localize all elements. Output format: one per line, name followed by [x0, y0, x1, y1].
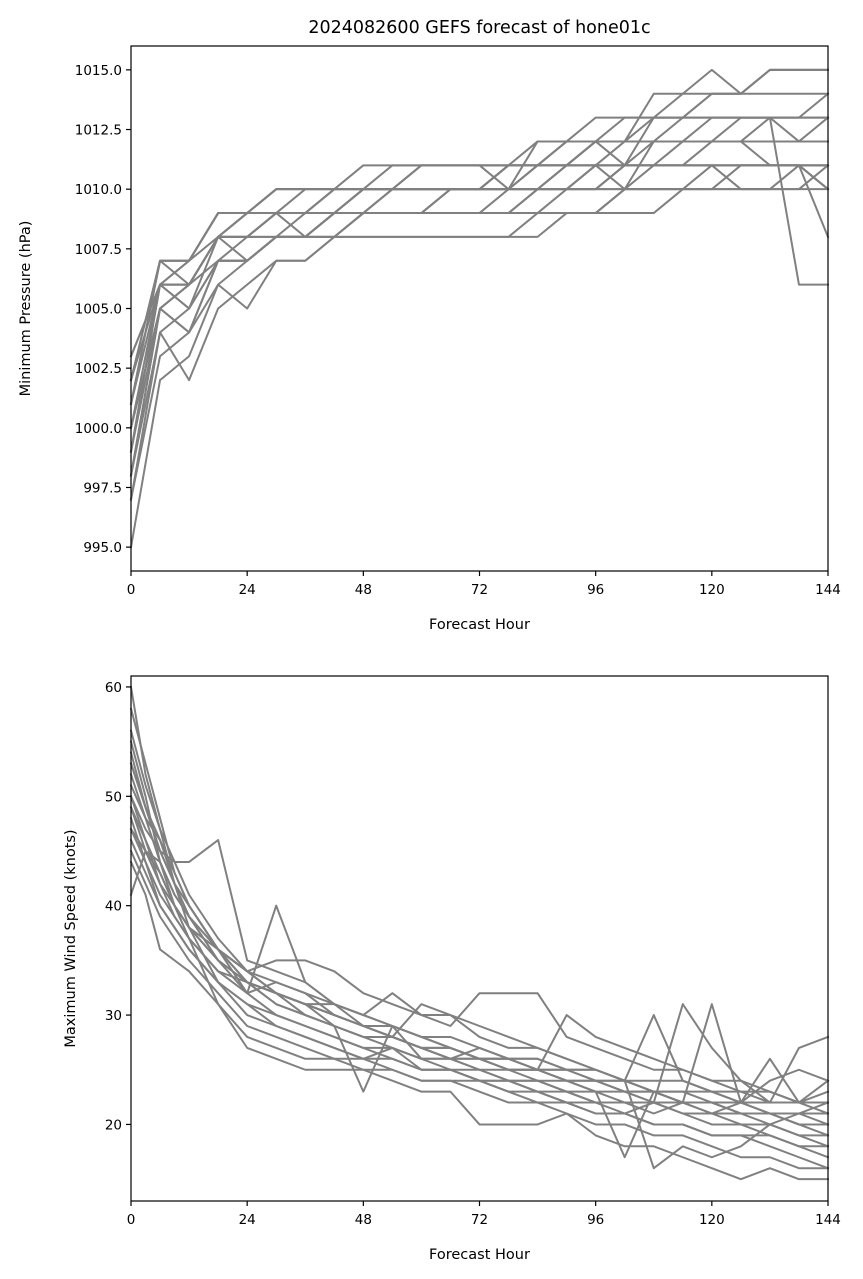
- pressure-series-line-9: [129, 92, 829, 406]
- pressure-series-line-20: [129, 116, 830, 501]
- wind-x-tick-label: 0: [127, 1212, 136, 1228]
- wind-series-line-12: [129, 850, 829, 1181]
- wind-y-tick-label: 20: [105, 1117, 122, 1133]
- pressure-y-tick-label: 1010.0: [75, 182, 122, 198]
- wind-series-line-20: [129, 762, 830, 1115]
- wind-series-line-5: [129, 795, 830, 1126]
- pressure-x-tick-label: 144: [815, 582, 841, 598]
- wind-series-line-15: [129, 751, 830, 1104]
- wind-x-tick-label: 144: [815, 1212, 841, 1228]
- pressure-series-line-18: [129, 164, 829, 453]
- pressure-y-tick-label: 1000.0: [75, 421, 122, 437]
- wind-y-tick-label: 30: [105, 1008, 122, 1024]
- pressure-y-tick-label: 1002.5: [75, 361, 122, 377]
- pressure-series-line-4: [129, 164, 829, 453]
- pressure-series-line-13: [129, 68, 829, 382]
- wind-series-line-17: [129, 729, 830, 1170]
- wind-y-tick-label: 40: [105, 899, 122, 915]
- wind-series-group: [129, 685, 830, 1181]
- wind-y-tick-label: 50: [105, 789, 122, 805]
- pressure-axes-frame: [130, 45, 829, 572]
- pressure-y-tick-label: 1007.5: [75, 242, 122, 258]
- pressure-series-line-19: [129, 116, 829, 382]
- wind-series-line-11: [129, 860, 829, 1170]
- wind-series-line-8: [129, 827, 830, 1137]
- pressure-x-tick-label: 24: [239, 582, 256, 598]
- wind-y-tick-label: 60: [105, 680, 122, 696]
- wind-panel: 0 24 48 72 96 120 144 20 30 40 50 60 Forecast Hour Ma…: [63, 675, 841, 1263]
- wind-x-tick-label: 72: [471, 1212, 488, 1228]
- pressure-series-line-14: [129, 140, 829, 430]
- wind-x-tick-label: 120: [699, 1212, 725, 1228]
- pressure-series-line-10: [129, 140, 830, 429]
- wind-series-line-1: [129, 685, 830, 1159]
- pressure-y-tick-label: 995.0: [83, 540, 122, 556]
- wind-series-line-3: [129, 762, 829, 1104]
- wind-series-line-7: [129, 816, 830, 1104]
- wind-series-line-2: [129, 740, 829, 1126]
- pressure-series-line-15: [129, 164, 830, 406]
- pressure-x-tick-label: 0: [127, 582, 136, 598]
- pressure-x-tick-label: 48: [355, 582, 372, 598]
- pressure-y-tick-label: 997.5: [83, 480, 122, 496]
- pressure-series-line-3: [129, 116, 829, 477]
- wind-x-tick-label: 96: [587, 1212, 604, 1228]
- pressure-x-tick-label: 96: [587, 582, 604, 598]
- pressure-y-axis-label: Minimum Pressure (hPa): [18, 221, 34, 397]
- pressure-x-tick-label: 120: [699, 582, 725, 598]
- wind-y-axis-label: Maximum Wind Speed (knots): [63, 829, 79, 1047]
- wind-series-line-18: [129, 794, 830, 1170]
- wind-axes-frame: [130, 675, 829, 1202]
- pressure-y-tick-label: 1012.5: [75, 123, 122, 139]
- pressure-y-tick-label: 1015.0: [75, 63, 122, 79]
- wind-x-tick-label: 48: [355, 1212, 372, 1228]
- pressure-series-line-5: [129, 68, 829, 430]
- pressure-panel: 0 24 48 72 96 120 144 995.0 997.5 1000.0 1002.5 100…: [18, 18, 841, 633]
- pressure-series-line-12: [129, 188, 829, 477]
- pressure-series-line-11: [129, 164, 829, 453]
- pressure-chart-title: 2024082600 GEFS forecast of hone01c: [308, 18, 650, 38]
- wind-x-tick-label: 24: [239, 1212, 256, 1228]
- pressure-x-tick-label: 72: [471, 582, 488, 598]
- pressure-series-line-2: [129, 163, 830, 501]
- wind-series-line-4: [129, 784, 829, 1115]
- pressure-y-tick-label: 1005.0: [75, 302, 122, 318]
- pressure-x-axis-label: Forecast Hour: [429, 617, 530, 633]
- pressure-series-group: [129, 68, 830, 549]
- wind-x-axis-label: Forecast Hour: [429, 1247, 530, 1263]
